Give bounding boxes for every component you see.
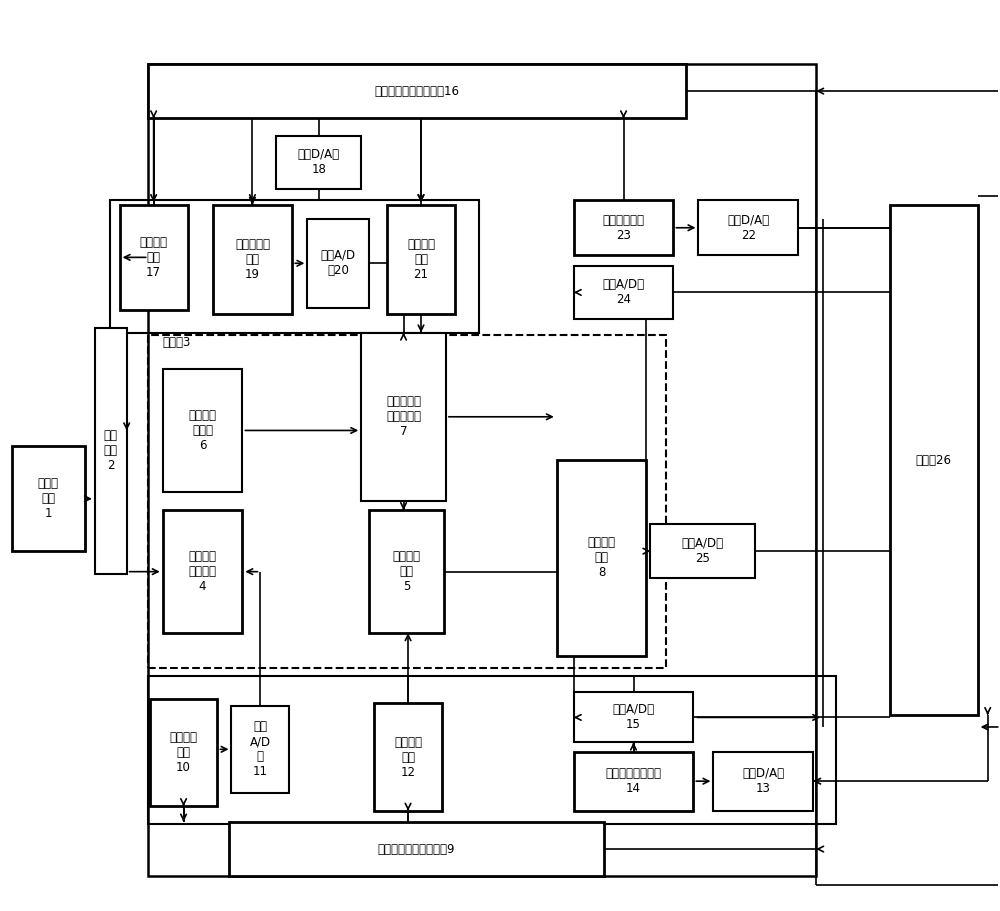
Text: 单原子离子
比测量探头
7: 单原子离子 比测量探头 7: [386, 395, 421, 438]
Bar: [148, 676, 836, 824]
Text: 第二步进电机驱动装置16: 第二步进电机驱动装置16: [375, 85, 460, 97]
Bar: [231, 706, 289, 793]
Bar: [12, 446, 85, 551]
Bar: [110, 200, 479, 333]
Bar: [361, 333, 446, 501]
Text: 第二D/A卡
18: 第二D/A卡 18: [298, 148, 340, 176]
Bar: [148, 64, 816, 876]
Bar: [163, 510, 242, 633]
Text: 发射测探
量头
5: 发射测探 量头 5: [393, 550, 421, 593]
Text: 第三A/D
卡20: 第三A/D 卡20: [321, 250, 356, 277]
Bar: [369, 510, 444, 633]
Text: 第一步进
电机
10: 第一步进 电机 10: [170, 731, 198, 774]
Bar: [307, 219, 369, 308]
Text: 第四步进
电机
21: 第四步进 电机 21: [407, 238, 435, 281]
Text: 束流截止
装置
8: 束流截止 装置 8: [588, 537, 616, 579]
Bar: [95, 328, 127, 574]
Text: 计算机26: 计算机26: [916, 454, 952, 466]
Bar: [557, 460, 646, 656]
Bar: [374, 703, 442, 811]
Text: 第一
A/D
卡
11: 第一 A/D 卡 11: [250, 721, 271, 778]
Text: 真空室3: 真空室3: [163, 336, 191, 349]
Bar: [387, 205, 455, 314]
Text: 离子源
系统
1: 离子源 系统 1: [38, 477, 59, 520]
Text: 第三D/A卡
22: 第三D/A卡 22: [727, 214, 769, 241]
Text: 扫描磁场电源
23: 扫描磁场电源 23: [603, 214, 645, 241]
Text: 第三步进
电机
17: 第三步进 电机 17: [140, 236, 168, 279]
Bar: [148, 64, 686, 118]
Text: 第一扫描电场电源
14: 第一扫描电场电源 14: [606, 767, 662, 795]
Bar: [148, 335, 666, 668]
Text: 第京A/D卡
15: 第京A/D卡 15: [612, 703, 655, 732]
Text: 能散度测
量探头
6: 能散度测 量探头 6: [189, 409, 217, 452]
Bar: [574, 200, 673, 255]
Bar: [698, 200, 798, 255]
Bar: [574, 692, 693, 742]
Text: 接口
法兰
2: 接口 法兰 2: [104, 429, 118, 473]
Text: 第四A/D卡
24: 第四A/D卡 24: [602, 279, 645, 306]
Bar: [150, 699, 217, 806]
Bar: [213, 205, 292, 314]
Text: 第一D/A卡
13: 第一D/A卡 13: [742, 767, 784, 795]
Text: 第五A/D卡
25: 第五A/D卡 25: [682, 537, 724, 565]
Bar: [276, 136, 361, 189]
Bar: [574, 266, 673, 319]
Bar: [713, 752, 813, 811]
Bar: [650, 524, 755, 578]
Text: 束流强度
测量探头
4: 束流强度 测量探头 4: [189, 550, 217, 593]
Bar: [890, 205, 978, 715]
Text: 第一步进电机驱动装置9: 第一步进电机驱动装置9: [378, 843, 455, 855]
Bar: [163, 369, 242, 492]
Text: 第二步进
电机
12: 第二步进 电机 12: [394, 735, 422, 779]
Bar: [229, 822, 604, 876]
Bar: [120, 205, 188, 310]
Bar: [574, 752, 693, 811]
Text: 第二扫描场
电源
19: 第二扫描场 电源 19: [235, 238, 270, 281]
